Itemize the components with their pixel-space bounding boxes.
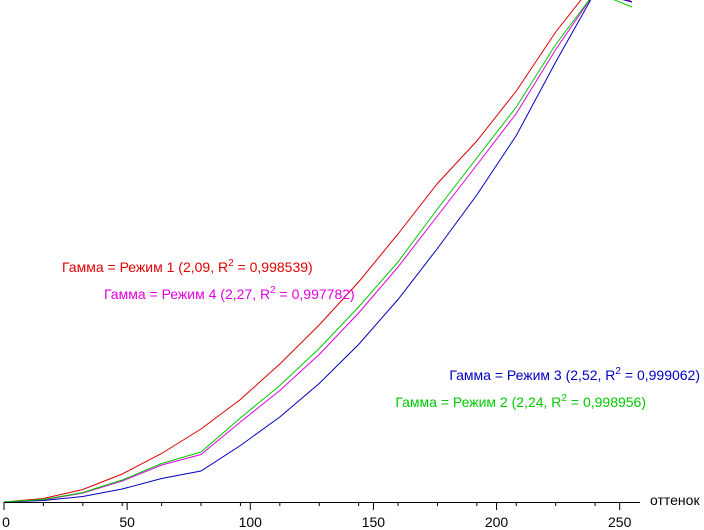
x-tick-label: 100 <box>239 514 263 530</box>
x-tick-label: 50 <box>119 514 135 530</box>
series-line-3 <box>3 0 633 503</box>
legend-label-3: Гамма = Режим 3 (2,52, R2 = 0,999062) <box>449 366 700 383</box>
legend-label-1: Гамма = Режим 1 (2,09, R2 = 0,998539) <box>62 258 313 275</box>
x-axis-ticks: 0 50 100 150 200 250 <box>2 502 632 530</box>
series-line-4 <box>3 0 633 503</box>
x-axis: 0 50 100 150 200 250 <box>2 502 640 530</box>
x-tick-label: 250 <box>608 514 632 530</box>
plot-lines <box>3 0 633 503</box>
x-axis-title: оттенок <box>650 492 700 508</box>
legend-label-4: Гамма = Режим 2 (2,24, R2 = 0,998956) <box>395 393 646 410</box>
x-tick-label: 150 <box>362 514 386 530</box>
x-tick-label: 0 <box>2 514 10 530</box>
legend-label-2: Гамма = Режим 4 (2,27, R2 = 0,997782) <box>104 285 355 302</box>
legend-labels: Гамма = Режим 1 (2,09, R2 = 0,998539) Гам… <box>62 258 700 410</box>
series-line-1 <box>3 0 633 503</box>
x-tick-label: 200 <box>485 514 509 530</box>
series-line-2 <box>3 0 633 503</box>
